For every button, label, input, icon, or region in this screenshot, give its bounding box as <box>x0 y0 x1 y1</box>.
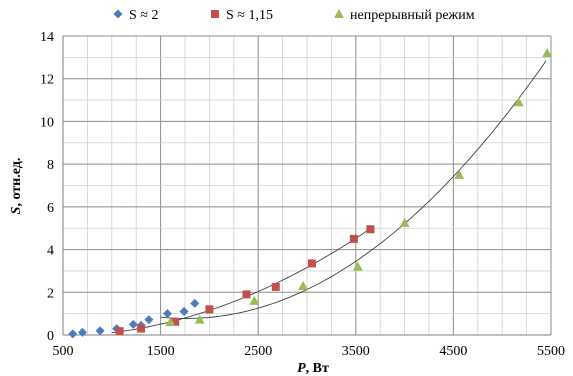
y-tick-label: 14 <box>40 30 54 45</box>
trendline <box>160 60 547 319</box>
y-axis-title-var: S <box>9 206 24 214</box>
data-point-series-1 <box>144 315 154 325</box>
legend-marker-3 <box>334 9 344 18</box>
x-tick-label: 1500 <box>147 344 175 359</box>
data-point-series-2 <box>171 317 180 326</box>
data-point-series-3 <box>165 317 176 327</box>
x-axis-title-var: P <box>297 361 306 376</box>
y-axis-title: S, отн.ед. <box>9 158 24 215</box>
x-tick-label: 4500 <box>439 344 467 359</box>
axes <box>62 36 551 336</box>
data-point-series-3 <box>454 169 465 179</box>
data-point-series-1 <box>68 329 78 339</box>
data-point-series-2 <box>242 290 251 299</box>
data-point-series-2 <box>366 225 375 234</box>
y-tick-label: 0 <box>47 329 54 344</box>
y-tick-label: 4 <box>47 244 54 259</box>
legend-label-3: непрерывный режим <box>350 8 475 23</box>
y-tick-label: 12 <box>40 73 54 88</box>
data-points <box>68 48 553 339</box>
grid <box>62 35 552 336</box>
legend: S ≈ 2 S ≈ 1,15 непрерывный режим <box>113 8 475 23</box>
y-tick-label: 6 <box>47 201 54 216</box>
data-point-series-3 <box>352 261 363 271</box>
x-tick-label: 2500 <box>244 344 272 359</box>
data-point-series-2 <box>349 234 358 243</box>
data-point-series-3 <box>542 48 553 58</box>
x-tick-label: 5500 <box>537 344 565 359</box>
data-point-series-1 <box>128 319 138 329</box>
y-tick-label: 2 <box>47 286 54 301</box>
data-point-series-3 <box>249 295 260 305</box>
data-point-series-1 <box>162 309 172 319</box>
x-tick-label: 500 <box>53 344 74 359</box>
data-point-series-3 <box>399 217 410 227</box>
data-point-series-1 <box>95 326 105 336</box>
x-tick-label: 3500 <box>342 344 370 359</box>
data-point-series-2 <box>115 327 124 336</box>
legend-marker-1 <box>113 9 123 19</box>
data-point-series-1 <box>179 307 189 317</box>
data-point-series-2 <box>271 282 280 291</box>
x-axis-title: P, Вт <box>297 361 329 376</box>
data-point-series-3 <box>513 97 524 107</box>
y-tick-label: 8 <box>47 158 54 173</box>
legend-label-1: S ≈ 2 <box>129 8 158 23</box>
tick-labels: 500 1500 2500 3500 4500 5500 0 2 4 6 8 10 12 14 <box>40 30 565 359</box>
data-point-series-2 <box>307 259 316 268</box>
data-point-series-2 <box>205 305 214 314</box>
data-point-series-1 <box>78 327 88 337</box>
legend-label-2: S ≈ 1,15 <box>226 8 273 23</box>
y-tick-label: 10 <box>40 115 54 130</box>
y-axis-title-unit: , отн.ед. <box>9 158 24 207</box>
data-point-series-1 <box>190 298 200 308</box>
trendlines <box>111 60 547 334</box>
legend-marker-2 <box>211 10 219 18</box>
data-point-series-2 <box>137 324 146 333</box>
x-axis-title-unit: , Вт <box>306 361 329 376</box>
data-point-series-3 <box>194 314 205 324</box>
trendline <box>111 228 371 334</box>
data-point-series-3 <box>298 280 309 290</box>
